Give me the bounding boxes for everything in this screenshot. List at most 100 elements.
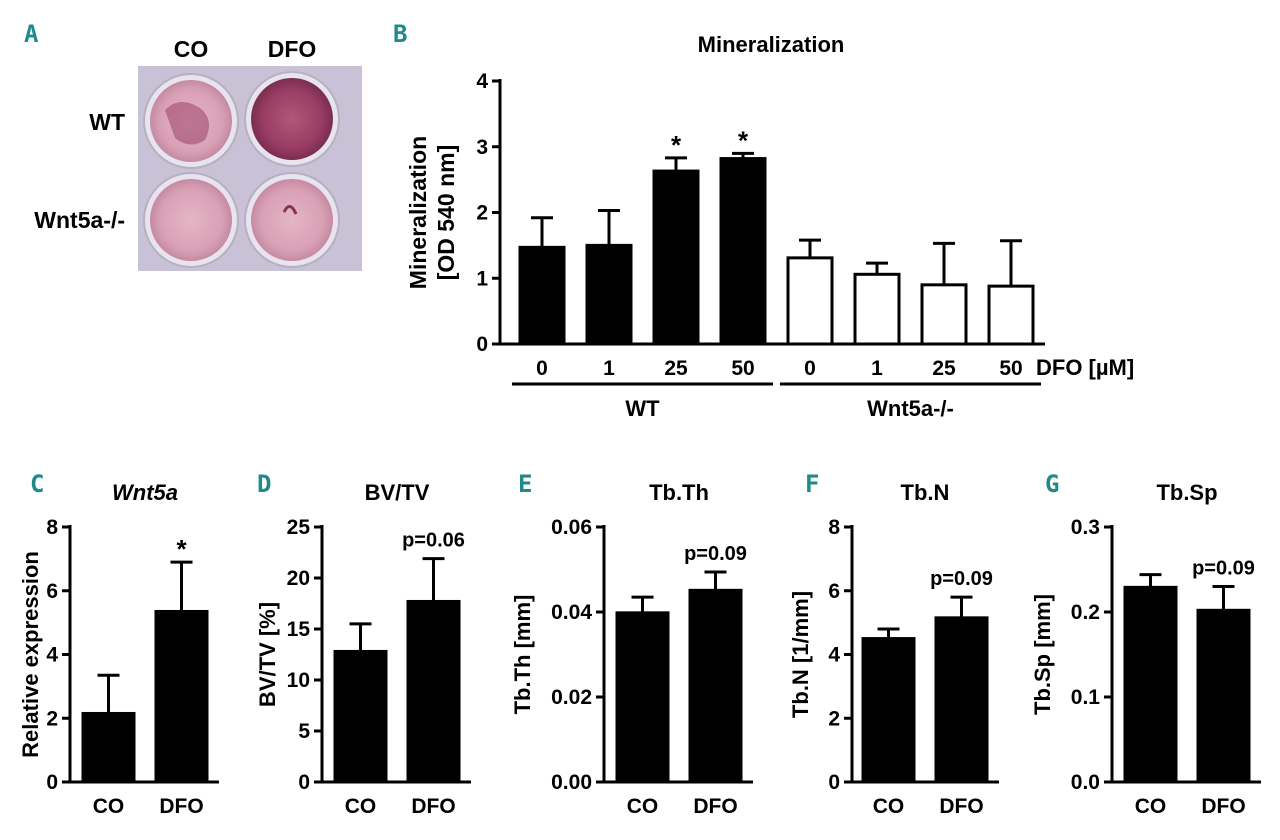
bar-b <box>920 283 968 346</box>
chart-title-b: Mineralization <box>698 32 845 57</box>
y-tick-label-d: 10 <box>287 669 310 692</box>
bar-c <box>154 609 209 784</box>
bar-e <box>615 611 670 784</box>
y-tick-label-f: 2 <box>828 707 840 730</box>
y-tick-label-d: 25 <box>287 516 311 539</box>
annotation-d: p=0.06 <box>402 530 465 552</box>
y-tick-label-b: 2 <box>476 202 488 225</box>
y-tick-label-f: 8 <box>828 516 840 539</box>
bar-b <box>786 256 834 346</box>
annotation-e: p=0.09 <box>684 543 747 565</box>
y-tick-label-f: 4 <box>828 644 840 667</box>
annotation-c: * <box>176 534 187 564</box>
x-tick-label-e: CO <box>627 795 659 818</box>
y-tick-label-c: 4 <box>46 644 58 667</box>
group-label-b: WT <box>625 396 660 421</box>
chart-title-f: Tb.N <box>901 480 950 505</box>
y-tick-label-d: 20 <box>287 567 310 590</box>
y-tick-label-b: 0 <box>476 333 488 356</box>
group-label-b: Wnt5a-/- <box>867 396 954 421</box>
y-axis-label-b: Mineralization <box>405 136 431 289</box>
x-tick-label-b: 0 <box>536 357 548 380</box>
panel-letter-e: E <box>518 470 532 498</box>
y-axis-label-d: BV/TV [%] <box>255 602 280 707</box>
y-tick-label-e: 0.06 <box>551 516 592 539</box>
panel-letter-f: F <box>805 470 819 498</box>
bar-b <box>719 157 767 346</box>
x-tick-label-c: DFO <box>159 795 203 818</box>
panel-letter-a: A <box>24 20 39 48</box>
x-tick-label-b: 1 <box>603 357 615 380</box>
y-tick-label-g: 0.0 <box>1071 771 1100 794</box>
x-tick-label-d: CO <box>345 795 377 818</box>
y-tick-label-f: 6 <box>828 580 840 603</box>
y-tick-label-c: 0 <box>46 771 58 794</box>
y-axis-label-f: Tb.N [1/mm] <box>788 591 813 718</box>
y-tick-label-e: 0.04 <box>551 601 592 624</box>
y-tick-label-g: 0.2 <box>1071 601 1100 624</box>
y-tick-label-f: 0 <box>828 771 840 794</box>
x-tick-label-b: 50 <box>731 357 754 380</box>
x-tick-label-e: DFO <box>693 795 737 818</box>
photo-col-label-co: CO <box>174 36 209 62</box>
x-axis-label-b: DFO [µM] <box>1036 355 1134 380</box>
bar-g <box>1123 585 1178 784</box>
y-axis-label-e: Tb.Th [mm] <box>510 595 535 715</box>
x-tick-label-b: 50 <box>999 357 1022 380</box>
x-tick-label-b: 1 <box>871 357 883 380</box>
y-tick-label-c: 2 <box>46 707 58 730</box>
chart-title-d: BV/TV <box>365 480 430 505</box>
bar-e <box>688 588 743 784</box>
y-tick-label-e: 0.02 <box>551 686 592 709</box>
y-tick-label-d: 0 <box>298 771 310 794</box>
chart-title-c: Wnt5a <box>112 480 178 505</box>
y-tick-label-b: 4 <box>476 70 488 93</box>
annotation-b: * <box>671 130 682 160</box>
x-tick-label-b: 25 <box>932 357 956 380</box>
panel-letter-b: B <box>393 20 407 48</box>
bar-b <box>652 169 700 346</box>
y-tick-label-g: 0.3 <box>1071 516 1100 539</box>
y-tick-label-d: 15 <box>287 618 311 641</box>
y-tick-label-b: 1 <box>476 267 488 290</box>
panel-letter-d: D <box>257 470 271 498</box>
y-tick-label-d: 5 <box>298 720 310 743</box>
bar-c <box>81 711 136 784</box>
y-axis-label2-b: [OD 540 nm] <box>433 145 459 280</box>
bar-f <box>934 616 989 784</box>
photo-col-label-dfo: DFO <box>268 36 317 62</box>
bar-d <box>406 599 461 784</box>
photo-row-label-wt: WT <box>89 109 125 135</box>
bar-b <box>518 245 566 346</box>
panel-letter-c: C <box>30 470 44 498</box>
bar-d <box>333 649 388 784</box>
x-tick-label-f: CO <box>873 795 905 818</box>
y-tick-label-e: 0.00 <box>551 771 592 794</box>
x-tick-label-c: CO <box>93 795 125 818</box>
annotation-g: p=0.09 <box>1192 558 1255 580</box>
bar-g <box>1196 608 1251 784</box>
x-tick-label-b: 25 <box>664 357 688 380</box>
y-tick-label-c: 8 <box>46 516 58 539</box>
y-tick-label-b: 3 <box>476 136 488 159</box>
x-tick-label-g: DFO <box>1201 795 1245 818</box>
x-tick-label-b: 0 <box>804 357 816 380</box>
annotation-f: p=0.09 <box>930 568 993 590</box>
y-axis-label-g: Tb.Sp [mm] <box>1030 594 1055 715</box>
bar-b <box>585 243 633 346</box>
panel-a-photo <box>138 66 362 271</box>
panel-letter-g: G <box>1045 470 1059 498</box>
x-tick-label-d: DFO <box>411 795 455 818</box>
bar-b <box>987 284 1035 346</box>
y-axis-label-c: Relative expression <box>18 551 43 758</box>
bar-b <box>853 272 901 346</box>
x-tick-label-g: CO <box>1135 795 1167 818</box>
y-tick-label-c: 6 <box>46 580 58 603</box>
chart-title-g: Tb.Sp <box>1156 480 1217 505</box>
annotation-b: * <box>738 125 749 155</box>
y-tick-label-g: 0.1 <box>1071 686 1101 709</box>
chart-title-e: Tb.Th <box>649 480 709 505</box>
